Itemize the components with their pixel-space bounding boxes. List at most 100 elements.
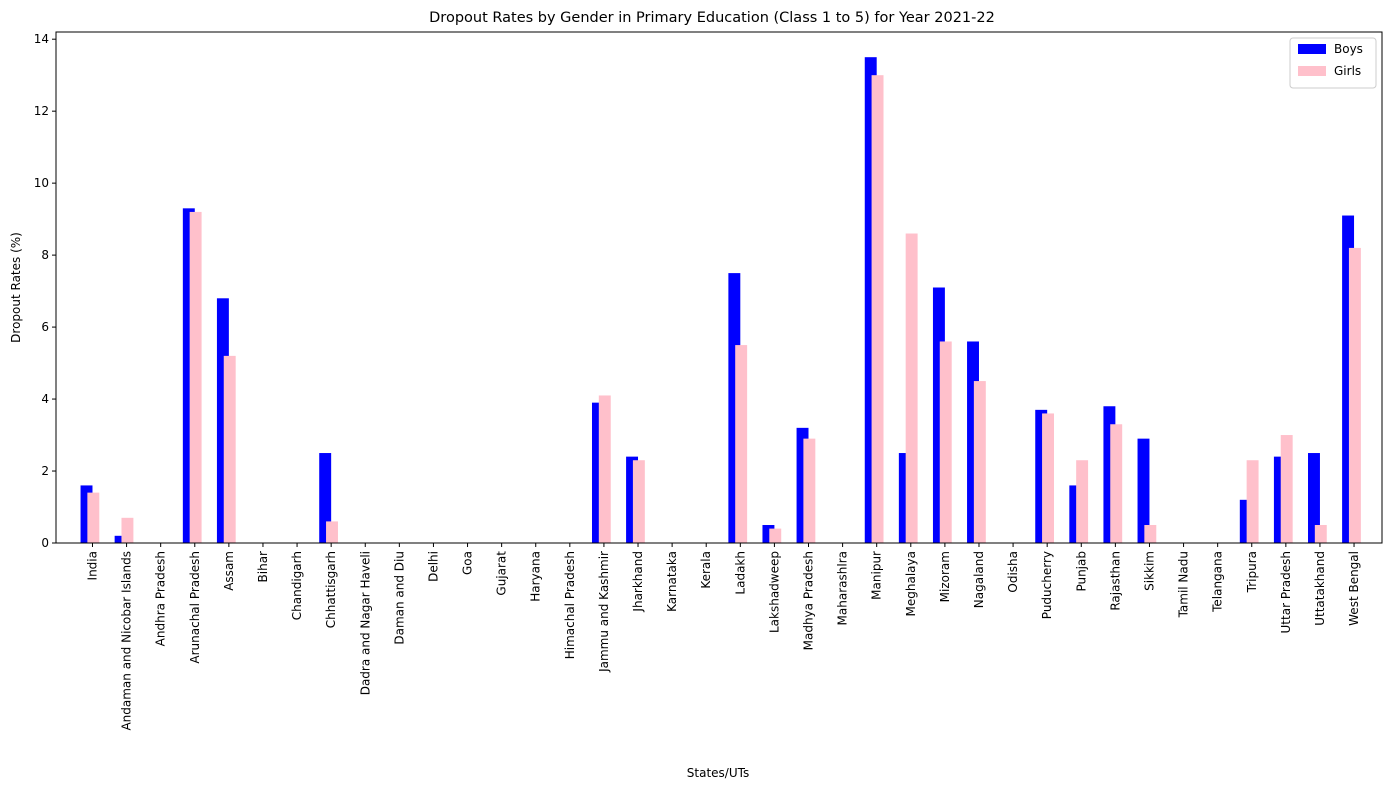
bar-boys-26 [967, 341, 979, 543]
bar-girls-35 [1280, 435, 1293, 543]
bar-boys-37 [1342, 215, 1355, 543]
chart-title: Dropout Rates by Gender in Primary Educa… [429, 10, 995, 26]
bar-girls-0 [87, 492, 100, 543]
x-tick-label: Chhattisgarh [324, 551, 338, 628]
x-tick-label: Karnataka [665, 551, 679, 612]
bar-boys-36 [1308, 453, 1320, 543]
x-tick-label: Nagaland [972, 551, 986, 608]
x-tick-label: Gujarat [495, 551, 509, 596]
bar-girls-15 [598, 395, 611, 543]
x-tick-label: Odisha [1006, 551, 1020, 593]
bar-girls-1 [121, 517, 134, 543]
x-tick-label: Dadra and Nagar Haveli [358, 551, 372, 695]
x-tick-label: Puducherry [1040, 551, 1054, 619]
x-tick-label: Himachal Pradesh [563, 551, 577, 659]
y-axis-label: Dropout Rates (%) [9, 232, 23, 343]
x-tick-label: West Bengal [1347, 551, 1361, 626]
bar-boys-19 [728, 273, 741, 543]
y-tick-label: 4 [41, 392, 49, 406]
y-axis: 0 2 4 6 8 10 12 14 [34, 32, 56, 550]
x-tick-label: Punjab [1074, 551, 1088, 592]
x-tick-label: Manipur [870, 551, 884, 600]
bar-girls-31 [1144, 525, 1157, 543]
x-tick-label: Assam [222, 551, 236, 591]
x-axis-label: States/UTs [687, 766, 749, 780]
bar-girls-7 [326, 521, 338, 543]
x-tick-label: Lakshadweep [767, 551, 781, 633]
bar-girls-16 [632, 460, 645, 543]
y-tick-label: 0 [41, 536, 49, 550]
bar-boys-0 [80, 485, 93, 543]
bar-boys-35 [1273, 456, 1286, 543]
y-tick-label: 2 [41, 464, 49, 478]
x-tick-label: Kerala [699, 551, 713, 589]
bar-boys-7 [319, 453, 332, 543]
bar-girls-3 [189, 211, 202, 544]
x-tick-label: Arunachal Pradesh [188, 551, 202, 664]
x-tick-label: Daman and Diu [392, 551, 406, 645]
x-tick-label: Uttar Pradesh [1279, 551, 1293, 633]
x-tick-label: Chandigarh [290, 551, 304, 620]
y-tick-label: 14 [34, 32, 49, 46]
bar-girls-34 [1246, 460, 1259, 543]
x-tick-label: India [85, 551, 99, 580]
x-tick-label: Mizoram [938, 551, 952, 602]
bar-boys-4 [216, 298, 229, 543]
x-tick-label: Andaman and Nicobar Islands [120, 551, 134, 731]
x-tick-label: Delhi [426, 551, 440, 582]
x-tick-label: Uttatakhand [1313, 551, 1327, 626]
bar-girls-37 [1348, 247, 1361, 543]
bar-girls-26 [973, 381, 986, 543]
bar-girls-20 [769, 528, 782, 543]
x-tick-label: Goa [461, 551, 475, 575]
bar-girls-28 [1042, 413, 1054, 543]
x-axis: India Andaman and Nicobar Islands Andhra P… [85, 543, 1361, 731]
bar-boys-28 [1035, 409, 1048, 543]
bar-girls-23 [871, 75, 884, 543]
x-tick-label: Madhya Pradesh [802, 551, 816, 650]
bar-boys-15 [591, 402, 604, 543]
bar-girls-21 [803, 438, 816, 543]
bar-boys-30 [1103, 406, 1116, 543]
legend-label-boys: Boys [1334, 42, 1363, 56]
bar-girls-25 [939, 341, 952, 543]
bar-girls-24 [905, 233, 918, 544]
bar-girls-4 [223, 355, 236, 543]
x-tick-label: Haryana [529, 551, 543, 602]
bar-girls-19 [735, 345, 748, 543]
bar-boys-34 [1239, 499, 1252, 543]
y-tick-label: 6 [41, 320, 49, 334]
bar-boys-23 [864, 57, 877, 544]
bar-girls-36 [1314, 525, 1327, 543]
bar-girls-30 [1110, 424, 1123, 543]
bars-group [80, 57, 1361, 544]
bar-boys-20 [762, 525, 775, 543]
y-tick-label: 12 [34, 104, 49, 118]
bar-boys-21 [796, 427, 809, 543]
plot-frame [55, 31, 1383, 544]
bar-boys-25 [932, 287, 945, 543]
x-tick-label: Andhra Pradesh [154, 551, 168, 646]
y-tick-label: 8 [41, 248, 49, 262]
legend: Boys Girls [1289, 37, 1377, 89]
y-tick-label: 10 [34, 176, 49, 190]
legend-label-girls: Girls [1334, 64, 1361, 78]
x-tick-label: Jammu and Kashmir [597, 551, 611, 673]
x-tick-label: Ladakh [733, 551, 747, 595]
bar-boys-31 [1137, 438, 1150, 543]
legend-swatch-boys [1298, 44, 1326, 54]
x-tick-label: Jharkhand [631, 551, 645, 613]
x-tick-label: Telangana [1211, 551, 1225, 613]
x-tick-label: Tripura [1245, 551, 1259, 593]
bar-girls-29 [1076, 460, 1089, 543]
x-tick-label: Meghalaya [904, 551, 918, 616]
x-tick-label: Rajasthan [1108, 551, 1122, 611]
x-tick-label: Tamil Nadu [1177, 551, 1191, 618]
bar-boys-24 [898, 453, 911, 543]
bar-boys-29 [1069, 485, 1082, 543]
x-tick-label: Sikkim [1142, 551, 1156, 591]
bar-boys-16 [626, 456, 639, 543]
bar-boys-3 [182, 208, 195, 543]
x-tick-label: Maharashlra [836, 551, 850, 625]
